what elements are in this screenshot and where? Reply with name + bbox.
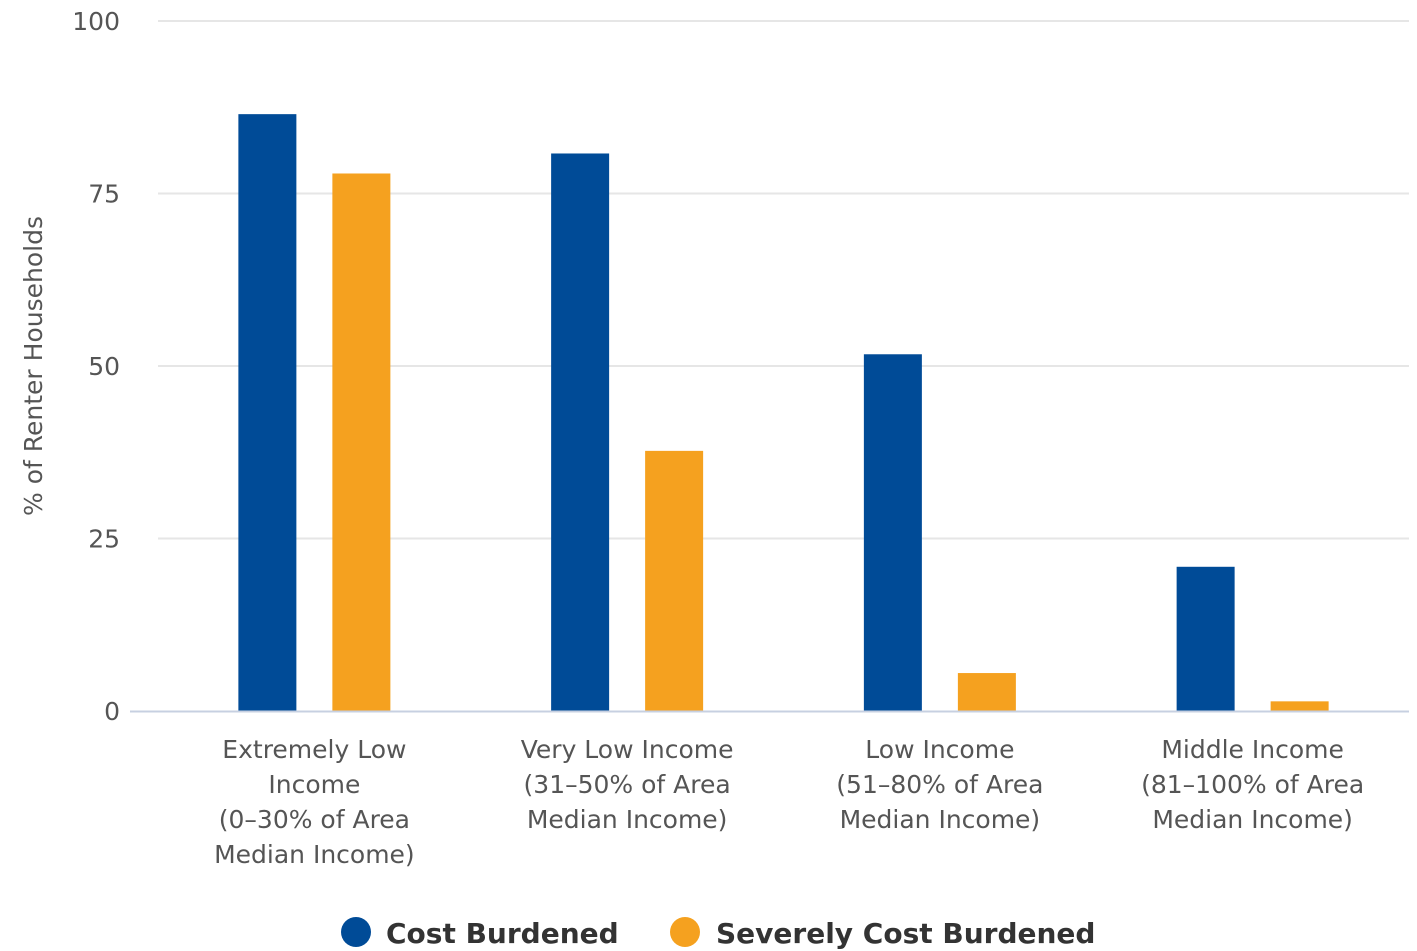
y-tick-label: 50: [88, 352, 120, 381]
y-tick-label: 75: [88, 180, 120, 209]
bars: [238, 114, 1329, 712]
x-category-label-line: Low Income: [865, 735, 1014, 764]
legend-swatch: [341, 917, 371, 947]
bar-cost-burdened[interactable]: [1176, 566, 1235, 711]
bar-severely-cost-burdened[interactable]: [957, 673, 1016, 711]
x-category-label: Middle Income (81–100% of Area Median Inco…: [1141, 735, 1364, 834]
legend-item-severely-cost-burdened[interactable]: Severely Cost Burdened: [670, 917, 1095, 950]
x-category-label-line: (31–50% of Area: [524, 770, 731, 799]
legend-item-cost-burdened[interactable]: Cost Burdened: [341, 917, 619, 950]
x-category-label-line: Middle Income: [1161, 735, 1344, 764]
x-category-label-line: Income: [268, 770, 360, 799]
x-category-label: Low Income (51–80% of Area Median Income): [836, 735, 1043, 834]
bar-cost-burdened[interactable]: [551, 153, 610, 712]
bar-cost-burdened[interactable]: [238, 114, 297, 711]
y-axis-ticks: 0 25 50 75 100: [72, 7, 120, 726]
x-category-label-line: (0–30% of Area: [219, 805, 410, 834]
y-tick-label: 25: [88, 525, 120, 554]
x-axis-categories: Extremely Low Income (0–30% of Area Median …: [214, 735, 1364, 869]
legend-label: Severely Cost Burdened: [716, 917, 1095, 950]
y-tick-label: 0: [104, 697, 120, 726]
bar-cost-burdened[interactable]: [863, 354, 922, 711]
legend-swatch: [670, 917, 700, 947]
x-category-label-line: Median Income): [1152, 805, 1353, 834]
bar-severely-cost-burdened[interactable]: [1270, 701, 1329, 711]
x-category-label-line: Median Income): [527, 805, 728, 834]
x-category-label-line: Extremely Low: [222, 735, 406, 764]
x-category-label-line: Very Low Income: [521, 735, 734, 764]
y-tick-label: 100: [72, 7, 120, 36]
x-category-label: Extremely Low Income (0–30% of Area Median …: [214, 735, 415, 869]
x-category-label-line: Median Income): [214, 840, 415, 869]
x-category-label-line: (51–80% of Area: [836, 770, 1043, 799]
x-category-label: Very Low Income (31–50% of Area Median Inc…: [521, 735, 734, 834]
bar-severely-cost-burdened[interactable]: [332, 173, 391, 712]
legend: Cost Burdened Severely Cost Burdened: [341, 917, 1095, 950]
legend-label: Cost Burdened: [386, 917, 619, 950]
bar-severely-cost-burdened[interactable]: [645, 450, 704, 711]
x-category-label-line: (81–100% of Area: [1141, 770, 1364, 799]
y-axis-title: % of Renter Households: [19, 216, 48, 516]
x-category-label-line: Median Income): [840, 805, 1041, 834]
